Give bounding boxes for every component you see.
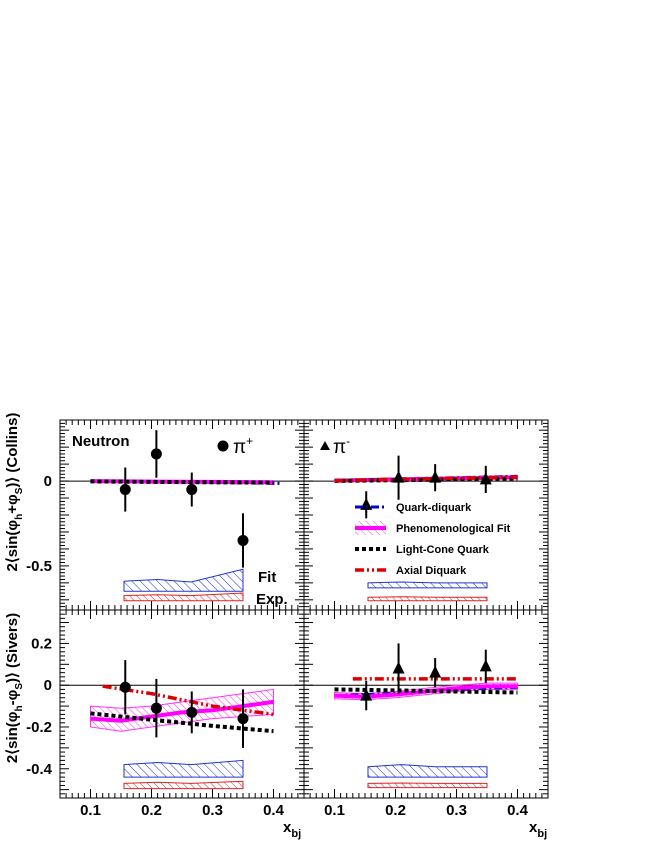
legend-label: Quark-diquark (396, 502, 472, 514)
x-axis-label: xbj (529, 819, 547, 840)
y-axis-label-part: h (14, 705, 25, 711)
exp-systematic-band (367, 782, 488, 789)
data-point-triangle (392, 470, 405, 483)
pi-plus-label: π+ (233, 434, 253, 458)
y-axis-label-part: -φ (4, 689, 21, 705)
data-point-circle (237, 534, 249, 546)
data-point-circle (150, 702, 162, 714)
data-point-circle (119, 681, 131, 693)
x-tick-label: 0.1 (324, 802, 345, 819)
y-axis-label-part: 2⟨sin(φ (4, 711, 21, 763)
x-tick-label: 0.1 (80, 802, 101, 819)
fit-band-label: Fit (258, 569, 276, 586)
pi-plus-charge: + (246, 434, 253, 448)
data-point-triangle (429, 470, 442, 483)
y-tick-label: 0.2 (31, 635, 52, 652)
fit-systematic-band (367, 764, 488, 778)
data-point-circle (237, 713, 249, 725)
y-tick-label: -0.2 (26, 719, 52, 736)
y-axis-label-part: S (14, 683, 25, 690)
curve-light-cone-quark (90, 479, 274, 485)
target-label: Neutron (72, 433, 130, 450)
curve-axial-diquark (334, 475, 518, 483)
pi-minus-charge: - (346, 434, 350, 448)
y-tick-label: 0 (44, 677, 52, 694)
pi-minus-label: π- (333, 434, 350, 458)
pi-plus-marker (217, 440, 229, 452)
curve-light-cone-quark (90, 711, 274, 734)
y-axis-label-text: 2⟨sin(φh-φS)⟩ (Sivers) (4, 613, 25, 763)
data-point-triangle (360, 688, 373, 701)
x-tick-label: 0.4 (263, 802, 285, 819)
x-tick-label: 0.4 (507, 802, 529, 819)
exp-systematic-band (123, 592, 244, 602)
y-axis-label-part: )⟩ (Collins) (4, 413, 21, 488)
x-tick-label: 0.2 (385, 802, 406, 819)
data-point-circle (119, 484, 131, 496)
y-axis-label: 2⟨sin(φh+φS)⟩ (Collins) (4, 413, 25, 572)
exp-band-label: Exp. (256, 591, 288, 608)
x-tick-label: 0.2 (141, 802, 162, 819)
fit-systematic-band (123, 568, 244, 592)
y-axis-label-text: 2⟨sin(φh+φS)⟩ (Collins) (4, 413, 25, 572)
data-point-triangle (392, 661, 405, 674)
legend-label: Light-Cone Quark (396, 544, 490, 556)
y-axis-label-part: 2⟨sin(φ (4, 520, 21, 572)
data-point-circle (186, 706, 198, 718)
y-axis-label-part: )⟩ (Sivers) (4, 613, 21, 683)
data-point-triangle (479, 659, 492, 672)
legend-label: Axial Diquark (396, 565, 467, 577)
fit-systematic-band (367, 581, 488, 589)
y-axis-label: 2⟨sin(φh-φS)⟩ (Sivers) (4, 613, 25, 763)
x-axis-label-sub: bj (537, 828, 547, 840)
x-axis-label-sub: bj (291, 828, 301, 840)
data-point-triangle (360, 497, 373, 510)
data-point-triangle (429, 665, 442, 678)
y-tick-label: 0 (44, 473, 52, 490)
legend-label: Phenomenological Fit (396, 523, 511, 535)
y-tick-label: -0.5 (26, 558, 52, 575)
y-axis-label-part: +φ (4, 494, 21, 514)
data-point-circle (150, 448, 162, 460)
x-axis-label: xbj (283, 819, 301, 840)
y-axis-label-part: h (14, 514, 25, 520)
y-tick-label: -0.4 (26, 761, 53, 778)
curve-light-cone-quark (334, 687, 518, 695)
data-point-circle (186, 484, 198, 496)
fit-systematic-band (123, 759, 244, 778)
x-tick-label: 0.3 (202, 802, 223, 819)
exp-systematic-band (367, 596, 488, 602)
data-point-triangle (479, 472, 492, 485)
x-tick-label: 0.3 (446, 802, 467, 819)
y-axis-label-part: S (14, 487, 25, 494)
pi-minus-marker (320, 441, 330, 450)
fit-error-band (90, 688, 274, 732)
exp-systematic-band (123, 780, 244, 790)
